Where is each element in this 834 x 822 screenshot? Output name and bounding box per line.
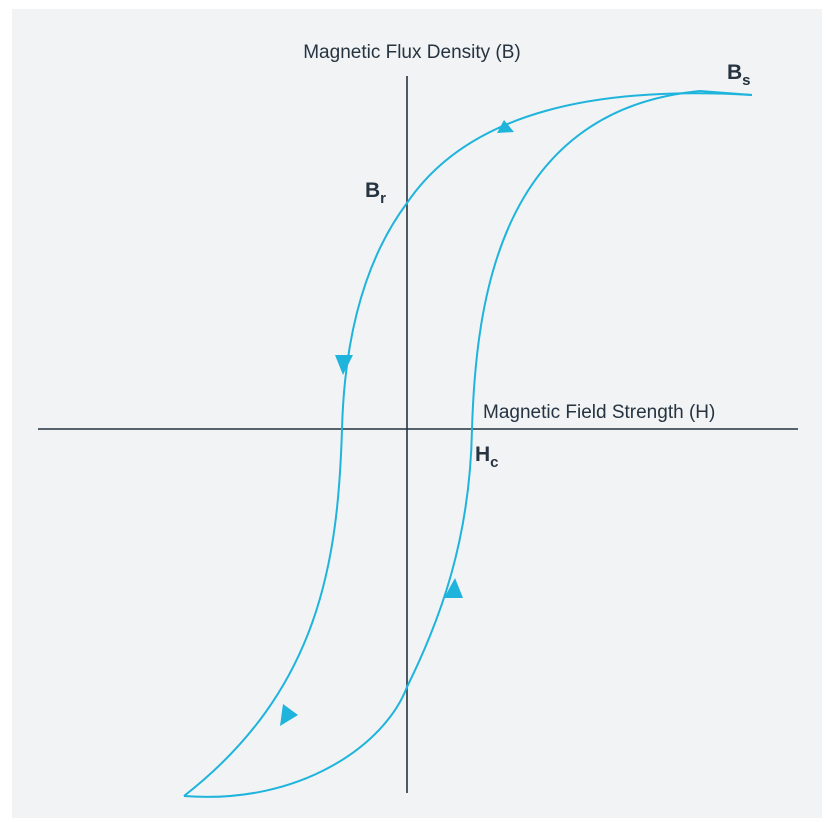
coercivity-label-sub: c	[490, 454, 498, 471]
remanence-label-main: B	[365, 179, 380, 202]
arrow-upper-left	[497, 120, 514, 133]
y-axis-label: Magnetic Flux Density (B)	[303, 42, 521, 63]
saturation-label-main: B	[727, 61, 742, 84]
arrow-right-ascending	[444, 578, 463, 598]
arrow-left-descending	[335, 355, 353, 375]
descending-branch-curve	[183, 92, 753, 797]
x-axis-label: Magnetic Field Strength (H)	[483, 402, 715, 423]
remanence-label-sub: r	[380, 190, 386, 207]
saturation-label-sub: s	[742, 72, 750, 89]
saturation-label: Bs	[727, 61, 751, 89]
ascending-branch-curve	[183, 89, 753, 798]
diagram-canvas	[12, 9, 822, 818]
coercivity-label: Hc	[475, 443, 499, 471]
remanence-label: Br	[365, 179, 386, 207]
coercivity-label-main: H	[475, 443, 490, 466]
arrow-lower-left	[280, 704, 298, 726]
